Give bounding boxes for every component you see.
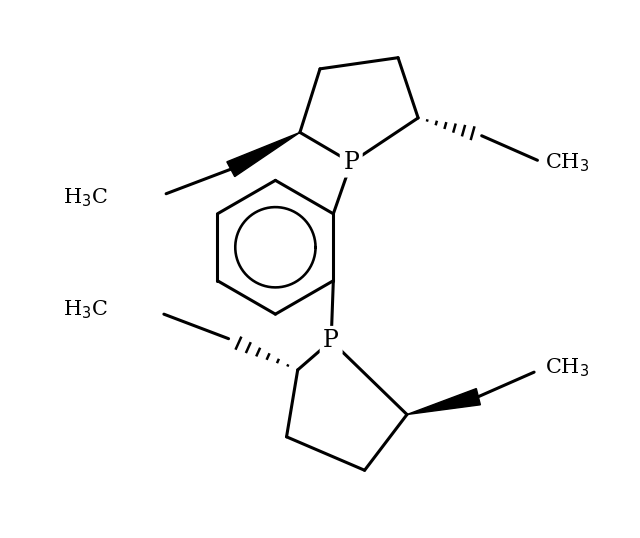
Text: P: P (323, 329, 339, 352)
Text: H$_3$C: H$_3$C (63, 299, 108, 321)
Text: CH$_3$: CH$_3$ (545, 356, 589, 379)
Text: P: P (343, 151, 359, 174)
Text: H$_3$C: H$_3$C (63, 187, 108, 209)
Polygon shape (407, 388, 481, 414)
Polygon shape (227, 132, 300, 176)
Text: CH$_3$: CH$_3$ (545, 151, 589, 174)
